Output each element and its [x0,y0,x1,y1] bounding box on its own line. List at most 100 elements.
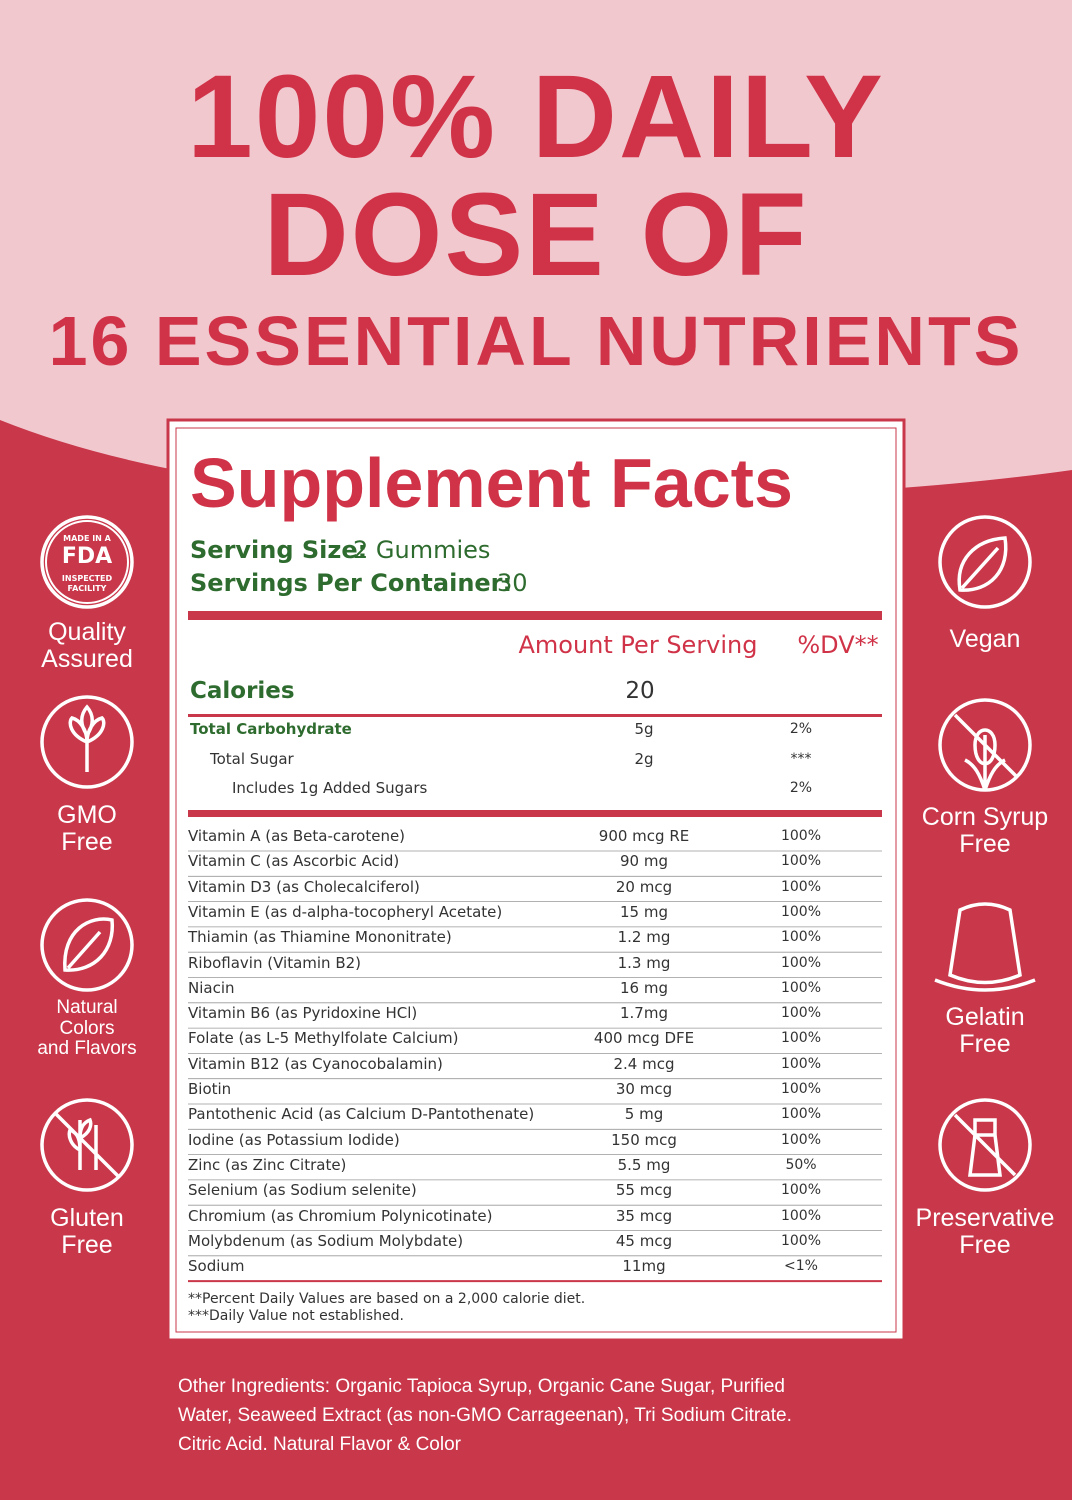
nutrient-amount: 5g [634,720,654,738]
badge-label: Free [959,1230,1011,1259]
nutrient-name: Total Carbohydrate [190,720,352,738]
nutrient-name: Niacin [188,978,235,997]
badge-label: GMO [57,801,117,829]
nutrient-name: Includes 1g Added Sugars [232,779,428,797]
nutrient-name: Vitamin C (as Ascorbic Acid) [188,852,400,871]
nutrient-dv: 2% [789,780,813,796]
nutrient-amount: 45 mcg [615,1231,673,1250]
nutrient-name: Vitamin B6 (as Pyridoxine HCl) [188,1004,418,1023]
nutrient-amount: 30 mcg [615,1080,673,1098]
badge-label: Corn Syrup [921,803,1049,831]
nutrient-dv: 100% [780,929,822,946]
nutrient-amount: 5 mg [624,1105,664,1124]
nutrient-dv: 100% [780,1131,822,1148]
headline: 16 ESSENTIAL NUTRIENTS [48,302,1024,380]
calories-label: Calories [190,678,295,704]
footnote: **Percent Daily Values are based on a 2,… [188,1291,586,1307]
nutrient-name: Sodium [188,1257,245,1276]
nutrient-dv: 100% [780,853,822,870]
nutrient-name: Iodine (as Potassium Iodide) [188,1130,400,1149]
badge-label: Free [61,1230,113,1259]
fda-text: MADE IN A [63,534,111,543]
serving-label: Serving Size: [190,536,368,564]
headline: 100% DAILY [187,51,885,183]
nutrient-name: Vitamin E (as d-alpha-tocopheryl Acetate… [188,902,503,921]
nutrient-name: Molybdenum (as Sodium Molybdate) [188,1231,464,1250]
nutrient-amount: 20 mcg [615,877,673,896]
nutrient-dv: 100% [780,878,822,895]
badge-label: Gluten [50,1204,124,1232]
nutrient-name: Vitamin D3 (as Cholecalciferol) [188,877,420,896]
badge-label: Preservative [915,1204,1055,1232]
nutrient-dv: 100% [780,903,822,920]
nutrient-amount: 35 mcg [615,1206,673,1225]
nutrient-amount: 150 mcg [611,1130,677,1149]
badge-label: and Flavors [37,1038,137,1059]
nutrient-dv: 100% [780,1232,822,1249]
nutrient-name: Vitamin B12 (as Cyanocobalamin) [188,1054,443,1073]
nutrient-dv: 100% [780,1030,822,1047]
nutrient-dv: 100% [780,1106,822,1123]
nutrient-amount: 15 mg [620,902,668,921]
nutrient-dv: 50% [785,1156,817,1173]
nutrient-dv: 100% [780,1005,822,1022]
nutrient-name: Vitamin A (as Beta-carotene) [188,827,406,845]
fda-text: FACILITY [67,584,107,593]
nutrient-dv: 100% [780,1207,822,1224]
badge-label: Colors [59,1017,115,1039]
nutrient-dv: <1% [784,1258,818,1275]
calories-value: 20 [625,678,655,704]
headline: DOSE OF [263,169,809,301]
nutrient-amount: 55 mcg [615,1181,673,1200]
nutrient-dv: 100% [780,1081,822,1097]
nutrient-dv: 100% [780,979,822,996]
nutrient-dv: 100% [780,1055,822,1072]
nutrient-amount: 90 mg [620,852,668,871]
serving-value: 2 Gummies [353,536,491,564]
badge-label: Vegan [949,625,1021,653]
nutrient-amount: 400 mcg DFE [593,1029,695,1048]
nutrient-amount: 1.7mg [620,1004,668,1023]
servings-label: Servings Per Container: [190,569,513,597]
footnote: ***Daily Value not established. [188,1308,404,1324]
badge-label: Free [959,829,1011,858]
nutrient-dv: 2% [789,721,813,737]
nutrient-name: Thiamin (as Thiamine Mononitrate) [188,928,452,947]
badge-label: Free [959,1029,1011,1058]
badge-label: Free [61,827,113,856]
nutrient-amount: 1.2 mg [617,928,671,947]
facts-title: Supplement Facts [190,444,793,522]
nutrient-amount: 5.5 mg [617,1155,671,1174]
nutrient-name: Riboflavin (Vitamin B2) [188,953,362,972]
col-header: %DV** [797,631,879,659]
nutrient-name: Chromium (as Chromium Polynicotinate) [188,1206,493,1225]
nutrient-dv: 100% [780,828,822,844]
fda-text: INSPECTED [61,574,113,583]
nutrient-amount: 16 mg [620,978,668,997]
servings-value: 30 [497,569,528,597]
nutrient-amount: 2.4 mcg [613,1054,675,1073]
nutrient-name: Total Sugar [210,750,294,768]
nutrient-dv: 100% [780,1182,822,1199]
nutrient-name: Selenium (as Sodium selenite) [188,1181,417,1200]
fda-text: FDA [61,544,113,569]
nutrient-name: Biotin [188,1080,232,1098]
ingredients: Water, Seaweed Extract (as non-GMO Carra… [178,1405,792,1426]
ingredients: Citric Acid. Natural Flavor & Color [178,1434,461,1455]
nutrient-amount: 900 mcg RE [598,827,690,845]
badge-label: Quality [48,618,126,646]
nutrient-dv: *** [790,751,812,767]
nutrient-name: Pantothenic Acid (as Calcium D-Pantothen… [188,1105,535,1124]
badge-label: Gelatin [945,1003,1025,1031]
nutrient-name: Zinc (as Zinc Citrate) [188,1155,347,1174]
badge-label: Assured [41,644,133,673]
nutrient-name: Folate (as L-5 Methylfolate Calcium) [188,1029,459,1048]
col-header: Amount Per Serving [518,631,758,659]
nutrient-dv: 100% [780,954,822,971]
badge-label: Natural [56,997,118,1018]
ingredients: Other Ingredients: Organic Tapioca Syrup… [178,1376,785,1397]
nutrient-amount: 2g [634,750,654,768]
nutrient-amount: 11mg [622,1257,666,1276]
